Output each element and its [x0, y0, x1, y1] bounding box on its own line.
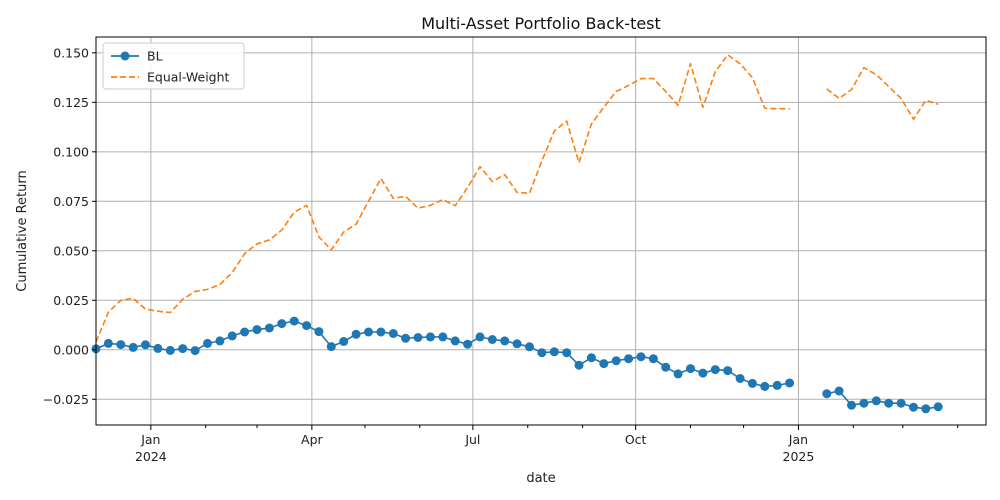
y-tick-label: 0.075	[53, 194, 89, 209]
point-bl	[227, 331, 237, 341]
plot-frame	[95, 36, 987, 426]
x-tick-label: Jan	[788, 432, 808, 447]
x-tick-label: Jan	[140, 432, 160, 447]
point-bl	[921, 404, 931, 414]
point-bl	[847, 400, 856, 410]
point-bl	[128, 342, 138, 352]
point-bl	[525, 342, 534, 352]
point-bl	[351, 329, 361, 339]
axis-layer: −0.025 0.000 0.025 0.050 0.075 0.100 0.125 0.15…	[43, 45, 959, 464]
point-bl	[289, 316, 299, 326]
y-tick-label: 0.000	[53, 342, 89, 357]
legend-label-bl: BL	[147, 49, 163, 64]
point-bl	[884, 398, 894, 408]
chart-title: Multi-Asset Portfolio Back-test	[421, 14, 661, 33]
x-tick-label: Oct	[625, 432, 647, 447]
point-bl	[686, 364, 695, 374]
point-bl	[165, 345, 175, 355]
series-layer	[91, 53, 943, 414]
point-bl	[178, 344, 188, 354]
point-bl	[141, 340, 150, 350]
point-bl	[103, 338, 113, 348]
point-bl	[116, 340, 126, 350]
point-bl	[648, 354, 658, 364]
point-bl	[723, 366, 733, 376]
grid-layer	[96, 37, 986, 425]
x-tick-label: Apr	[301, 432, 323, 447]
point-bl	[376, 327, 386, 337]
point-bl	[339, 337, 349, 346]
y-tick-label: 0.050	[53, 243, 89, 258]
point-bl	[277, 319, 287, 329]
x-axis-label: date	[526, 471, 555, 486]
point-bl	[364, 327, 373, 337]
point-bl	[401, 333, 411, 343]
point-bl	[624, 354, 634, 364]
point-bl	[785, 378, 795, 388]
point-bl	[586, 353, 596, 363]
point-bl	[425, 332, 435, 342]
point-bl	[240, 327, 250, 337]
point-bl	[599, 359, 609, 369]
point-bl	[463, 339, 473, 349]
series-line-equal-weight	[826, 66, 939, 120]
point-bl	[537, 348, 547, 358]
point-bl	[698, 368, 708, 378]
point-bl	[822, 389, 832, 399]
series-line-bl	[95, 320, 790, 388]
point-bl	[302, 321, 312, 331]
point-bl	[636, 352, 646, 362]
point-bl	[264, 323, 274, 333]
point-bl	[215, 336, 225, 346]
point-bl	[611, 356, 621, 366]
point-bl	[661, 362, 671, 372]
point-bl	[314, 327, 324, 337]
y-tick-label: 0.150	[53, 45, 89, 60]
point-bl	[909, 402, 918, 412]
legend-marker-bl	[120, 51, 130, 61]
point-bl	[710, 365, 720, 375]
point-bl	[512, 339, 522, 349]
y-tick-label: 0.025	[53, 293, 89, 308]
point-bl	[673, 369, 683, 379]
point-bl	[871, 396, 881, 406]
point-bl	[574, 360, 584, 370]
point-bl	[203, 338, 212, 348]
point-bl	[438, 332, 448, 342]
point-bl	[413, 333, 423, 342]
legend-label-equal-weight: Equal-Weight	[147, 70, 230, 85]
point-bl	[153, 343, 163, 353]
series-line-bl	[826, 390, 939, 410]
x-tick-label: Jul	[464, 432, 480, 447]
legend: BL Equal-Weight	[102, 42, 245, 90]
y-tick-label: −0.025	[43, 392, 89, 407]
point-bl	[326, 342, 336, 352]
y-tick-label: 0.100	[53, 144, 89, 159]
point-bl	[834, 386, 844, 396]
x-tick-year-label: 2024	[135, 449, 167, 464]
point-bl	[772, 380, 782, 390]
point-bl	[475, 332, 485, 342]
y-axis-label: Cumulative Return	[15, 170, 30, 291]
series-line-equal-weight	[95, 53, 790, 343]
point-bl	[933, 402, 943, 412]
y-tick-label: 0.125	[53, 95, 89, 110]
point-bl	[760, 381, 770, 391]
point-bl	[562, 348, 572, 358]
x-tick-year-label: 2025	[783, 449, 815, 464]
point-bl	[896, 398, 906, 408]
point-bl	[487, 335, 497, 344]
point-bl	[190, 346, 200, 356]
point-bl	[252, 325, 262, 335]
point-bl	[549, 347, 559, 357]
point-bl	[859, 398, 869, 408]
point-bl	[747, 378, 757, 388]
point-bl	[388, 329, 398, 338]
point-bl	[500, 336, 510, 346]
point-bl	[735, 374, 745, 383]
point-bl	[450, 336, 460, 346]
